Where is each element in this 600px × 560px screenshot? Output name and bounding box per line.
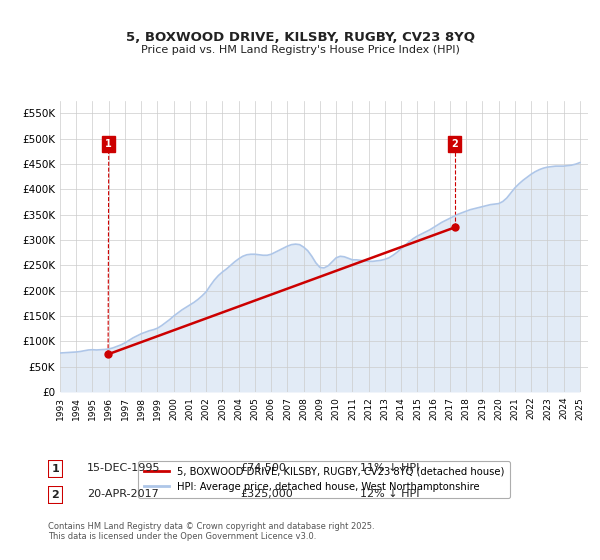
Legend: 5, BOXWOOD DRIVE, KILSBY, RUGBY, CV23 8YQ (detached house), HPI: Average price, : 5, BOXWOOD DRIVE, KILSBY, RUGBY, CV23 8Y… — [138, 461, 510, 498]
Text: 1: 1 — [52, 464, 59, 474]
Text: 1: 1 — [106, 139, 112, 149]
Text: 12% ↓ HPI: 12% ↓ HPI — [360, 489, 419, 499]
FancyBboxPatch shape — [48, 460, 63, 478]
Text: £74,500: £74,500 — [240, 463, 286, 473]
Text: 11% ↓ HPI: 11% ↓ HPI — [360, 463, 419, 473]
Text: 2: 2 — [52, 490, 59, 500]
Text: £325,000: £325,000 — [240, 489, 293, 499]
FancyBboxPatch shape — [48, 486, 63, 504]
Text: 2: 2 — [451, 139, 458, 149]
Text: 20-APR-2017: 20-APR-2017 — [87, 489, 159, 499]
Text: 5, BOXWOOD DRIVE, KILSBY, RUGBY, CV23 8YQ: 5, BOXWOOD DRIVE, KILSBY, RUGBY, CV23 8Y… — [125, 31, 475, 44]
Text: 15-DEC-1995: 15-DEC-1995 — [87, 463, 161, 473]
Text: Contains HM Land Registry data © Crown copyright and database right 2025.
This d: Contains HM Land Registry data © Crown c… — [48, 522, 374, 542]
Text: Price paid vs. HM Land Registry's House Price Index (HPI): Price paid vs. HM Land Registry's House … — [140, 45, 460, 55]
